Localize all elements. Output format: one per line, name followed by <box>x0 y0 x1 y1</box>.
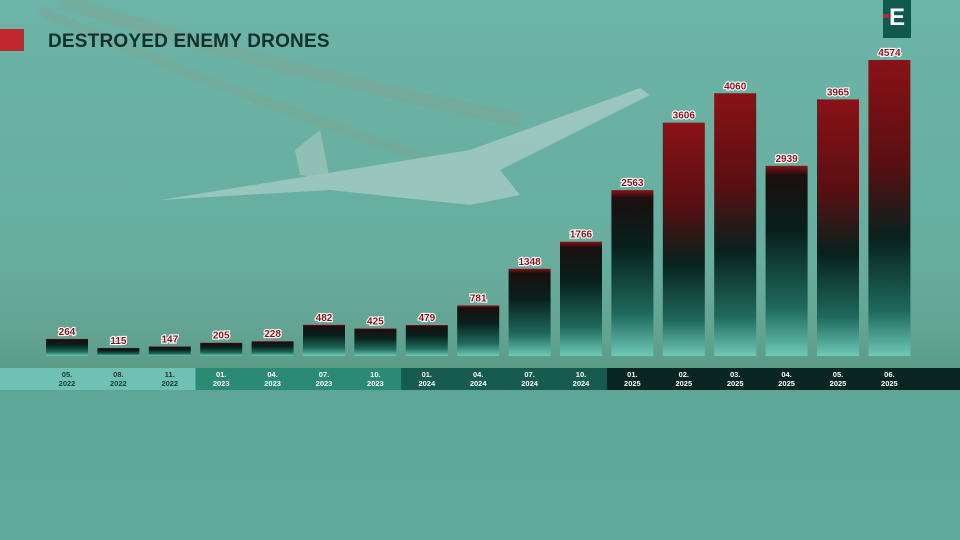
data-label: 4574 <box>878 48 901 59</box>
data-label: 781 <box>470 293 487 304</box>
x-tick-label: 07. 2024 <box>521 370 539 388</box>
data-label: 4060 <box>724 81 747 92</box>
bar <box>714 93 757 356</box>
data-label: 147 <box>161 334 178 345</box>
chart-title: DESTROYED ENEMY DRONES <box>48 31 330 52</box>
x-tick-label: 04. 2024 <box>470 370 488 388</box>
value-labels: 264 115 147 205 228 482 425 479 781 1348 1766 2563 3… <box>58 47 903 348</box>
x-tick-labels: 05. 2022 08. 2022 11. 2022 01. 2023 04. 2023 07. 20… <box>59 370 898 388</box>
data-label: 1348 <box>518 257 541 268</box>
x-axis-strip <box>0 368 960 390</box>
bar <box>148 346 191 356</box>
x-tick-label: 08. 2022 <box>110 370 127 388</box>
data-label: 482 <box>316 313 333 324</box>
x-tick-label: 01. 2023 <box>213 370 230 388</box>
bar <box>405 325 448 356</box>
x-tick-label: 01. 2024 <box>418 370 436 388</box>
data-label: 479 <box>418 313 435 324</box>
data-label: 2939 <box>775 154 798 165</box>
data-label: 2563 <box>621 178 644 189</box>
axis-strip-segment <box>606 368 960 390</box>
axis-strip-segment <box>195 368 402 390</box>
bar <box>868 60 911 356</box>
bar <box>765 165 808 356</box>
bar <box>97 348 140 356</box>
bar <box>303 324 345 356</box>
brand-logo-mark <box>883 14 889 18</box>
bar <box>508 268 551 356</box>
bars <box>46 60 911 356</box>
bar <box>251 341 294 356</box>
x-tick-label: 05. 2022 <box>59 370 76 388</box>
data-label: 1766 <box>570 230 593 241</box>
x-tick-label: 06. 2025 <box>881 370 898 388</box>
x-tick-label: 05. 2025 <box>830 370 847 388</box>
x-tick-label: 07. 2023 <box>316 370 333 388</box>
x-tick-label: 01. 2025 <box>624 370 641 388</box>
bar <box>662 122 705 356</box>
x-tick-label: 10. 2023 <box>367 370 384 388</box>
bar <box>611 190 654 356</box>
x-tick-label: 04. 2023 <box>264 370 281 388</box>
data-label: 205 <box>213 331 230 342</box>
data-label: 3965 <box>827 87 850 98</box>
data-label: 228 <box>264 329 281 340</box>
data-label: 264 <box>59 327 76 338</box>
accent-bar <box>0 29 24 51</box>
axis-strip-segment <box>401 368 607 390</box>
data-label: 3606 <box>673 111 696 122</box>
brand-logo-icon: E <box>883 0 911 38</box>
axis-strip-segment <box>0 368 196 390</box>
data-label: 115 <box>110 336 127 347</box>
bar <box>354 328 397 356</box>
x-tick-label: 10. 2024 <box>573 370 591 388</box>
x-tick-label: 03. 2025 <box>727 370 744 388</box>
brand-logo-letter: E <box>888 4 905 31</box>
x-tick-label: 02. 2025 <box>675 370 692 388</box>
bar <box>457 305 500 356</box>
bar <box>817 99 859 356</box>
bar <box>560 241 602 356</box>
x-tick-label: 11. 2022 <box>161 370 178 388</box>
x-tick-label: 04. 2025 <box>778 370 795 388</box>
data-label: 425 <box>367 316 384 327</box>
bar <box>200 342 243 356</box>
bar <box>46 338 88 356</box>
